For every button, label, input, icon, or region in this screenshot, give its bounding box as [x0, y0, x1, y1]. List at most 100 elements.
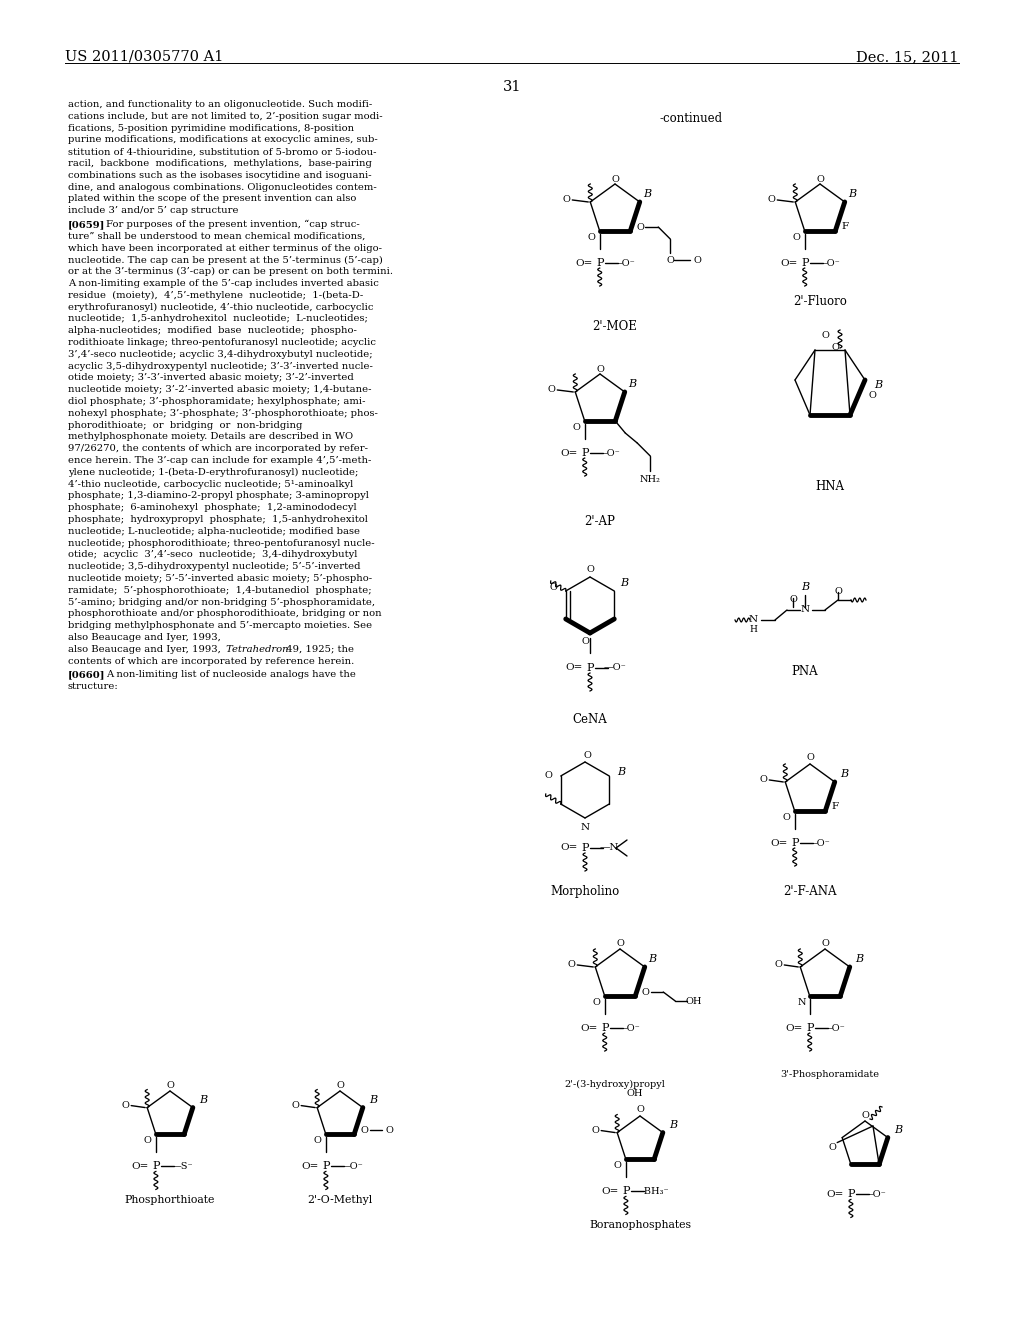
- Text: phosphate; 1,3-diamino-2-propyl phosphate; 3-aminopropyl: phosphate; 1,3-diamino-2-propyl phosphat…: [68, 491, 369, 500]
- Text: ramidate;  5’-phosphorothioate;  1,4-butanediol  phosphate;: ramidate; 5’-phosphorothioate; 1,4-butan…: [68, 586, 372, 595]
- Text: Dec. 15, 2011: Dec. 15, 2011: [856, 50, 959, 63]
- Text: 3’,4’-seco nucleotide; acyclic 3,4-dihydroxybutyl nucleotide;: 3’,4’-seco nucleotide; acyclic 3,4-dihyd…: [68, 350, 373, 359]
- Text: O: O: [314, 1137, 322, 1144]
- Text: B: B: [369, 1094, 377, 1105]
- Text: 2'-AP: 2'-AP: [585, 515, 615, 528]
- Text: O: O: [767, 195, 775, 205]
- Text: O: O: [586, 565, 594, 573]
- Text: otide moiety; 3’-3’-inverted abasic moiety; 3’-2’-inverted: otide moiety; 3’-3’-inverted abasic moie…: [68, 374, 353, 383]
- Text: O: O: [291, 1101, 299, 1110]
- Text: B: B: [801, 582, 809, 591]
- Text: O: O: [636, 223, 644, 231]
- Text: plated within the scope of the present invention can also: plated within the scope of the present i…: [68, 194, 356, 203]
- Text: O: O: [693, 256, 701, 264]
- Text: NH₂: NH₂: [640, 474, 660, 483]
- Text: B: B: [644, 189, 652, 199]
- Text: P: P: [323, 1162, 330, 1171]
- Text: P: P: [847, 1189, 855, 1200]
- Text: rodithioate linkage; threo-pentofuranosyl nucleotide; acyclic: rodithioate linkage; threo-pentofuranosy…: [68, 338, 376, 347]
- Text: Morpholino: Morpholino: [550, 884, 620, 898]
- Text: methylphosphonate moiety. Details are described in WO: methylphosphonate moiety. Details are de…: [68, 433, 353, 441]
- Text: O: O: [545, 771, 553, 780]
- Text: O=: O=: [770, 838, 787, 847]
- Text: O: O: [548, 385, 555, 395]
- Text: dine, and analogous combinations. Oligonucleotides contem-: dine, and analogous combinations. Oligon…: [68, 182, 377, 191]
- Text: O: O: [596, 364, 604, 374]
- Text: 97/26270, the contents of which are incorporated by refer-: 97/26270, the contents of which are inco…: [68, 445, 368, 453]
- Text: O: O: [793, 232, 801, 242]
- Text: nucleotide; L-nucleotide; alpha-nucleotide; modified base: nucleotide; L-nucleotide; alpha-nucleoti…: [68, 527, 360, 536]
- Text: contents of which are incorporated by reference herein.: contents of which are incorporated by re…: [68, 656, 354, 665]
- Text: O: O: [828, 1143, 837, 1152]
- Text: diol phosphate; 3’-phosphoramidate; hexylphosphate; ami-: diol phosphate; 3’-phosphoramidate; hexy…: [68, 397, 366, 407]
- Text: O: O: [166, 1081, 174, 1089]
- Text: B: B: [669, 1119, 677, 1130]
- Text: P: P: [801, 257, 809, 268]
- Text: B: B: [873, 380, 882, 389]
- Text: A non-limiting list of nucleoside analogs have the: A non-limiting list of nucleoside analog…: [106, 671, 356, 680]
- Text: P: P: [806, 1023, 813, 1034]
- Text: O: O: [616, 940, 624, 949]
- Text: action, and functionality to an oligonucleotide. Such modifi-: action, and functionality to an oligonuc…: [68, 100, 373, 110]
- Text: ylene nucleotide; 1-(beta-D-erythrofuranosyl) nucleotide;: ylene nucleotide; 1-(beta-D-erythrofuran…: [68, 467, 358, 477]
- Text: B: B: [621, 578, 629, 587]
- Text: ence herein. The 3’-cap can include for example 4’,5’-meth-: ence herein. The 3’-cap can include for …: [68, 455, 372, 465]
- Text: B: B: [856, 954, 864, 964]
- Text: racil,  backbone  modifications,  methylations,  base-pairing: racil, backbone modifications, methylati…: [68, 158, 372, 168]
- Text: O: O: [816, 174, 824, 183]
- Text: O: O: [583, 751, 591, 759]
- Text: 2'-MOE: 2'-MOE: [593, 319, 637, 333]
- Text: otide;  acyclic  3’,4’-seco  nucleotide;  3,4-dihydroxybutyl: otide; acyclic 3’,4’-seco nucleotide; 3,…: [68, 550, 357, 560]
- Text: P: P: [601, 1023, 608, 1034]
- Text: O=: O=: [131, 1162, 148, 1171]
- Text: purine modifications, modifications at exocyclic amines, sub-: purine modifications, modifications at e…: [68, 136, 378, 144]
- Text: —O⁻: —O⁻: [863, 1189, 886, 1199]
- Text: or at the 3’-terminus (3’-cap) or can be present on both termini.: or at the 3’-terminus (3’-cap) or can be…: [68, 267, 393, 276]
- Text: O: O: [591, 1126, 599, 1135]
- Text: nucleotide moiety; 5’-5’-inverted abasic moiety; 5’-phospho-: nucleotide moiety; 5’-5’-inverted abasic…: [68, 574, 372, 583]
- Text: —O⁻: —O⁻: [822, 1023, 845, 1032]
- Text: O: O: [144, 1137, 152, 1144]
- Text: 2'-Fluoro: 2'-Fluoro: [793, 294, 847, 308]
- Text: 2'-O-Methyl: 2'-O-Methyl: [307, 1195, 373, 1205]
- Text: O=: O=: [785, 1023, 803, 1032]
- Text: 4’-thio nucleotide, carbocyclic nucleotide; 5¹-aminoalkyl: 4’-thio nucleotide, carbocyclic nucleoti…: [68, 479, 353, 488]
- Text: —O⁻: —O⁻: [617, 1023, 640, 1032]
- Text: —O⁻: —O⁻: [603, 664, 627, 672]
- Text: OH: OH: [627, 1089, 643, 1097]
- Text: nucleotide;  1,5-anhydrohexitol  nucleotide;  L-nucleotides;: nucleotide; 1,5-anhydrohexitol nucleotid…: [68, 314, 368, 323]
- Text: B: B: [841, 770, 849, 779]
- Text: 5’-amino; bridging and/or non-bridging 5’-phosphoramidate,: 5’-amino; bridging and/or non-bridging 5…: [68, 598, 375, 607]
- Text: O: O: [588, 232, 596, 242]
- Text: O: O: [641, 987, 649, 997]
- Text: P: P: [791, 838, 799, 847]
- Text: stitution of 4-thiouridine, substitution of 5-bromo or 5-iodou-: stitution of 4-thiouridine, substitution…: [68, 148, 377, 156]
- Text: P: P: [582, 843, 589, 853]
- Text: include 3’ and/or 5’ cap structure: include 3’ and/or 5’ cap structure: [68, 206, 239, 215]
- Text: O: O: [821, 939, 829, 948]
- Text: nohexyl phosphate; 3’-phosphate; 3’-phosphorothioate; phos-: nohexyl phosphate; 3’-phosphate; 3’-phos…: [68, 409, 378, 418]
- Text: B: B: [629, 379, 637, 389]
- Text: [0660]: [0660]: [68, 671, 105, 680]
- Text: O=: O=: [560, 449, 578, 458]
- Text: O: O: [821, 330, 829, 339]
- Text: N: N: [801, 606, 810, 615]
- Text: O: O: [774, 961, 782, 969]
- Text: —N: —N: [599, 843, 618, 853]
- Text: O: O: [121, 1101, 129, 1110]
- Text: phosphate;  hydroxypropyl  phosphate;  1,5-anhydrohexitol: phosphate; hydroxypropyl phosphate; 1,5-…: [68, 515, 368, 524]
- Text: also Beaucage and Iyer, 1993,: also Beaucage and Iyer, 1993,: [68, 644, 221, 653]
- Text: O=: O=: [601, 1187, 618, 1196]
- Text: B: B: [199, 1094, 207, 1105]
- Text: O: O: [667, 256, 674, 264]
- Text: —O⁻: —O⁻: [807, 838, 830, 847]
- Text: B: B: [894, 1125, 902, 1135]
- Text: O: O: [831, 343, 839, 352]
- Text: O: O: [360, 1126, 368, 1135]
- Text: O: O: [636, 1106, 644, 1114]
- Text: N: N: [798, 998, 806, 1007]
- Text: —O⁻: —O⁻: [597, 449, 621, 458]
- Text: phorodithioate;  or  bridging  or  non-bridging: phorodithioate; or bridging or non-bridg…: [68, 421, 302, 429]
- Text: phosphate;  6-aminohexyl  phosphate;  1,2-aminododecyl: phosphate; 6-aminohexyl phosphate; 1,2-a…: [68, 503, 356, 512]
- Text: N: N: [581, 824, 590, 833]
